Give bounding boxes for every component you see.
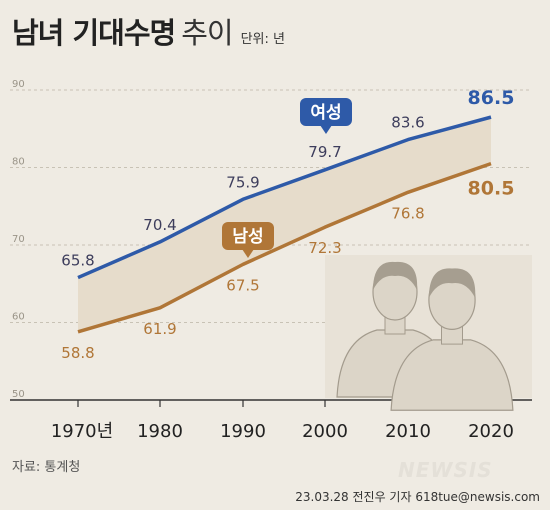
female-data-label: 75.9	[226, 173, 259, 191]
woman-silhouette-icon	[390, 268, 514, 411]
chart-title-block: 남녀 기대수명 추이 단위: 년	[12, 10, 285, 50]
female-data-label: 83.6	[391, 114, 424, 132]
legend-male-label: 남성	[232, 227, 263, 247]
legend-female-pointer	[320, 125, 332, 134]
legend-male-pointer	[242, 249, 254, 258]
chart-title: 남녀 기대수명	[12, 16, 176, 50]
legend-female-label: 여성	[310, 103, 341, 123]
watermark-logo: NEWSIS	[398, 458, 493, 482]
x-tick-label: 2010	[385, 421, 431, 442]
credit-line: 23.03.28 전진우 기자 618tue@newsis.com	[295, 490, 540, 504]
x-tick-label: 1970년	[51, 421, 113, 442]
x-tick-label: 1990	[220, 421, 266, 442]
y-tick-label: 80	[12, 157, 25, 168]
male-data-label: 58.8	[61, 344, 94, 362]
chart-title-light: 추이	[181, 16, 233, 50]
y-tick-label: 70	[12, 234, 25, 245]
female-data-label: 65.8	[61, 252, 94, 270]
male-data-label: 72.3	[308, 239, 341, 257]
x-tick-label: 2000	[302, 421, 348, 442]
legend-female-box	[300, 98, 352, 126]
y-tick-label: 60	[12, 312, 25, 323]
male-line	[77, 161, 492, 334]
source-note: 자료: 통계청	[12, 460, 81, 475]
legend-male-box	[222, 222, 274, 250]
x-tick-label: 2020	[468, 421, 514, 442]
female-data-label: 70.4	[143, 216, 176, 234]
male-data-label: 80.5	[468, 178, 515, 200]
y-tick-label: 50	[12, 389, 25, 400]
female-data-label: 86.5	[468, 87, 515, 109]
female-line	[77, 115, 492, 280]
x-tick-label: 1980	[137, 421, 183, 442]
y-tick-label: 90	[12, 79, 25, 90]
male-data-label: 76.8	[391, 204, 424, 222]
female-data-label: 79.7	[308, 143, 341, 161]
gap-band	[78, 117, 491, 332]
male-data-label: 67.5	[226, 276, 259, 294]
unit-label: 단위: 년	[240, 32, 285, 47]
male-data-label: 61.9	[143, 320, 176, 338]
